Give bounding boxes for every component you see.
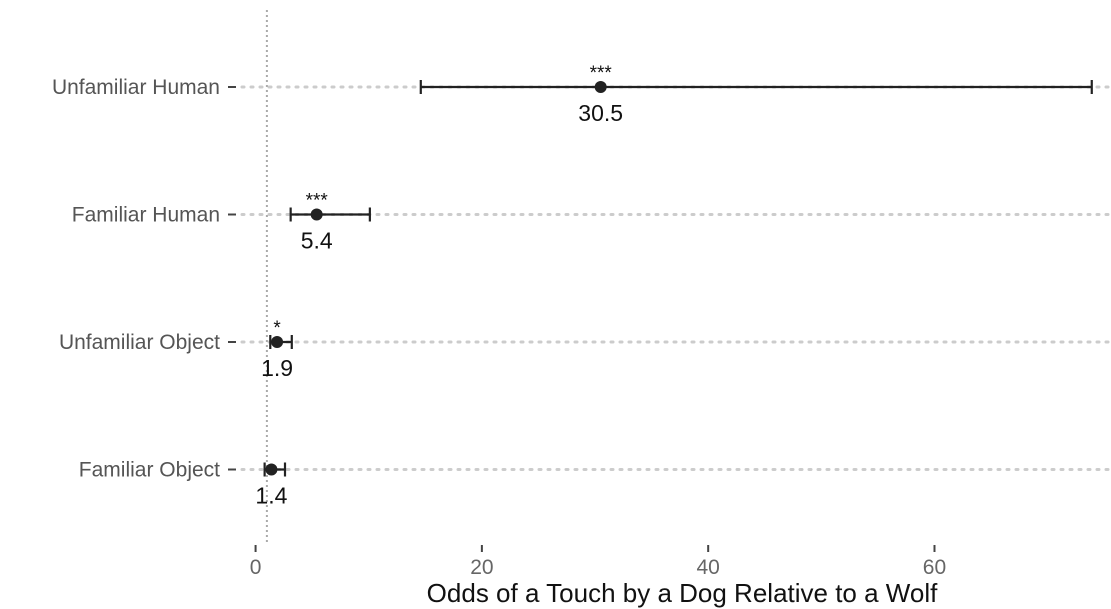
x-tick-label: 20: [470, 556, 493, 579]
significance-label: *: [273, 318, 281, 339]
value-label: 1.9: [261, 355, 293, 381]
x-tick-label: 60: [923, 556, 946, 579]
grid-lines: [242, 87, 1111, 470]
y-axis: Unfamiliar Human Familiar Human Unfamiliar…: [52, 76, 236, 482]
value-label: 1.4: [255, 483, 287, 509]
y-tick-label: Unfamiliar Human: [52, 76, 220, 99]
x-axis: 0 20 40 60: [250, 545, 946, 579]
y-tick-label: Familiar Object: [79, 459, 220, 482]
value-label: 30.5: [578, 100, 623, 126]
x-tick-label: 0: [250, 556, 262, 579]
x-axis-title: Odds of a Touch by a Dog Relative to a W…: [427, 578, 938, 608]
y-tick-label: Unfamiliar Object: [59, 331, 220, 354]
plot-marks: 30.5 *** 5.4 *** 1.9 * 1.4: [255, 63, 1091, 509]
significance-label: ***: [306, 191, 329, 212]
significance-label: ***: [590, 63, 613, 84]
point-estimate: [265, 464, 277, 476]
y-tick-label: Familiar Human: [72, 204, 220, 227]
x-tick-label: 40: [697, 556, 720, 579]
value-label: 5.4: [301, 228, 333, 254]
